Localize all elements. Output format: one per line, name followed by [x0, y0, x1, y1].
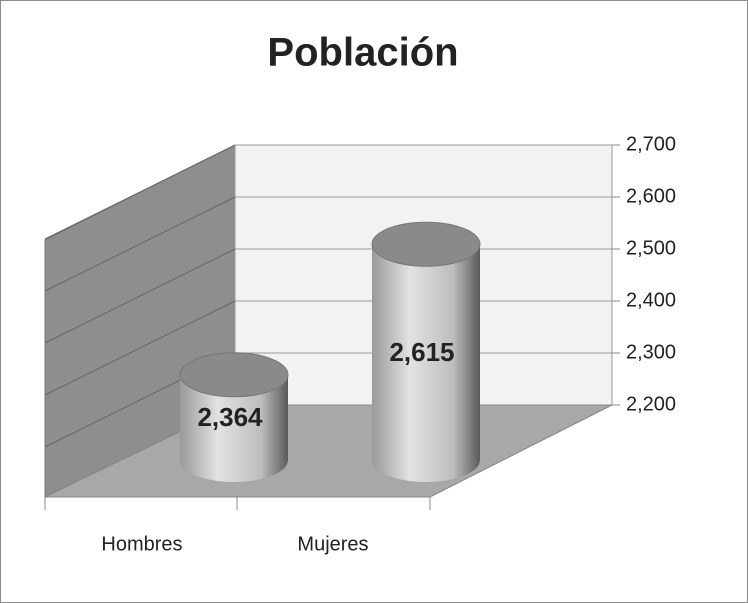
y-tick-label: 2,200: [626, 393, 676, 415]
grid-line: [44, 248, 236, 344]
y-tick-label: 2,600: [626, 185, 676, 207]
y-tick-label: 2,700: [626, 133, 676, 155]
grid-line: [44, 196, 236, 292]
chart-title: Población: [267, 31, 458, 75]
bar-top: [179, 352, 289, 398]
y-tick-label: 2,300: [626, 341, 676, 363]
grid-line: [44, 300, 236, 396]
bar-top: [371, 221, 481, 267]
x-tick-label: Hombres: [101, 533, 182, 555]
bar: [372, 244, 480, 460]
x-tick-label: Mujeres: [297, 533, 368, 555]
y-tick-label: 2,400: [626, 289, 676, 311]
grid-line: [44, 144, 236, 240]
data-label: 2,615: [389, 337, 454, 367]
data-label: 2,364: [197, 402, 263, 432]
y-tick-label: 2,500: [626, 237, 676, 259]
